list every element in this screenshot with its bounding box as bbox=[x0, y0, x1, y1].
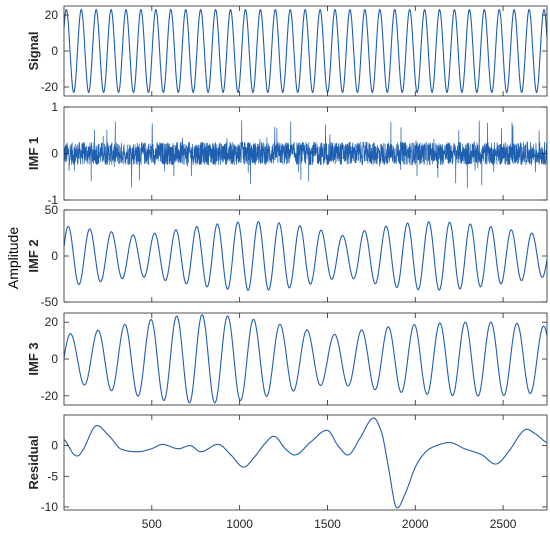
axes-frame-imf-3 bbox=[63, 312, 548, 406]
y-tick-label: 0 bbox=[51, 439, 58, 453]
series-line-imf-3 bbox=[64, 314, 547, 404]
panel-label-imf-3: IMF 3 bbox=[26, 342, 41, 375]
y-tick-label: 0 bbox=[51, 249, 58, 263]
series-line-imf-2 bbox=[64, 221, 547, 291]
y-tick-label: 0 bbox=[51, 44, 58, 58]
y-tick-label: 50 bbox=[45, 203, 59, 217]
panel-imf-2: -50 0 50 IMF 2 bbox=[26, 203, 548, 309]
y-tick-label: -20 bbox=[41, 80, 59, 94]
panel-label-imf-1: IMF 1 bbox=[26, 137, 41, 170]
y-tick-label: 20 bbox=[45, 315, 59, 329]
axes-frame-residual bbox=[63, 414, 548, 511]
y-tick-label: -50 bbox=[41, 295, 59, 309]
y-tick-label: -1 bbox=[47, 193, 58, 207]
y-axis-label: Amplitude bbox=[5, 227, 21, 289]
series-line-imf-1 bbox=[64, 120, 547, 189]
axes-frame-signal bbox=[63, 5, 548, 97]
series-line-residual bbox=[64, 417, 547, 509]
x-tick-label: 2500 bbox=[490, 517, 517, 531]
panel-signal: -20 0 20 Signal bbox=[26, 5, 548, 97]
panel-label-residual: Residual bbox=[26, 435, 41, 489]
series-line-signal bbox=[64, 8, 547, 94]
panel-residual: -10 -5 0 Residual bbox=[26, 414, 548, 514]
x-tick-label: 2000 bbox=[402, 517, 429, 531]
y-tick-label: 0 bbox=[51, 147, 58, 161]
panel-imf-1: -1 0 1 IMF 1 bbox=[26, 100, 548, 207]
y-tick-label: -5 bbox=[47, 469, 58, 483]
y-tick-label: 0 bbox=[51, 352, 58, 366]
panel-imf-3: -20 0 20 IMF 3 bbox=[26, 312, 548, 406]
x-tick-label: 1000 bbox=[226, 517, 253, 531]
panel-label-imf-2: IMF 2 bbox=[26, 239, 41, 272]
x-tick-label: 1500 bbox=[314, 517, 341, 531]
panel-label-signal: Signal bbox=[26, 31, 41, 70]
y-tick-label: 1 bbox=[51, 100, 58, 114]
y-tick-label: 20 bbox=[45, 8, 59, 22]
x-tick-label: 500 bbox=[142, 517, 162, 531]
y-tick-label: -10 bbox=[41, 500, 59, 514]
x-axis-labels: 500 1000 1500 2000 2500 bbox=[142, 517, 517, 531]
y-tick-label: -20 bbox=[41, 389, 59, 403]
